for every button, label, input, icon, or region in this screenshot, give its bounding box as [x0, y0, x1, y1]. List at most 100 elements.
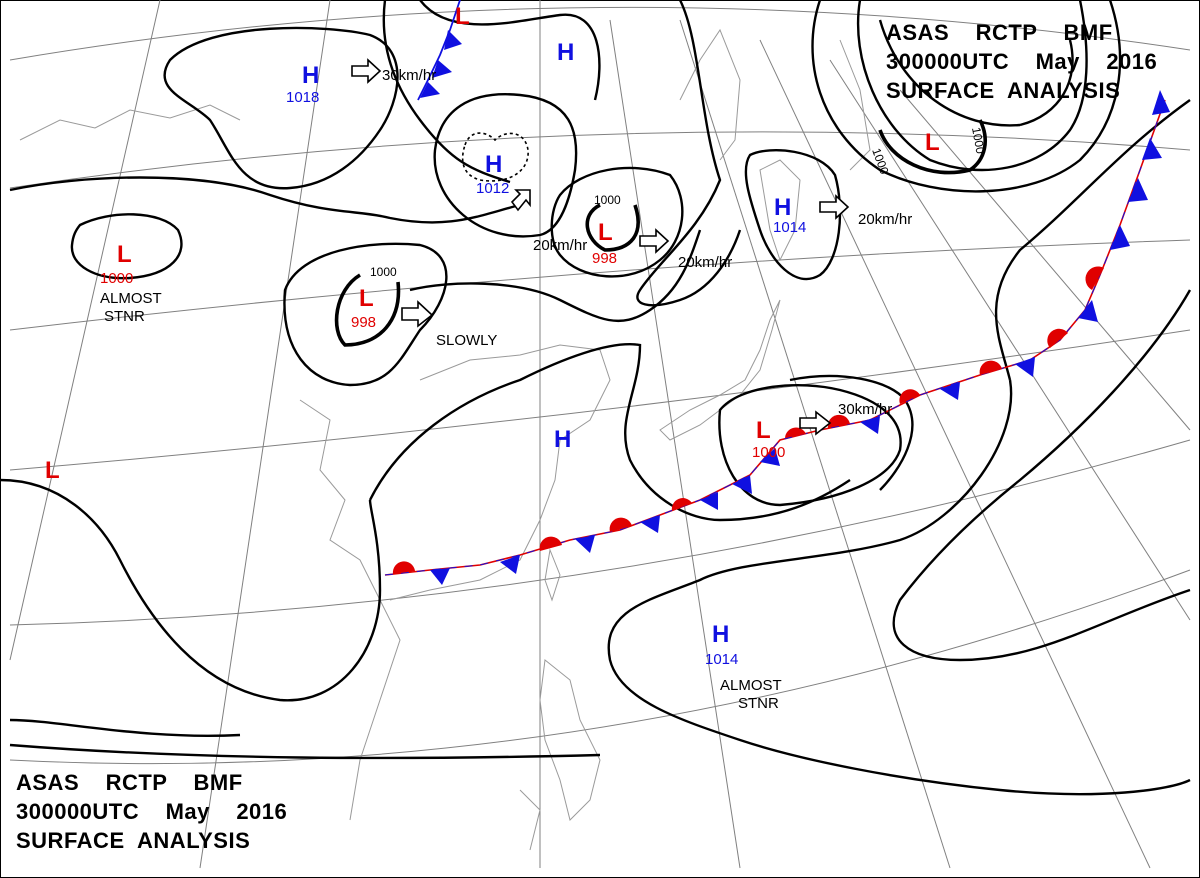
isobar	[636, 0, 742, 307]
pressure-value: 1012	[476, 180, 509, 197]
note-line: STNR	[104, 308, 145, 325]
high-pressure-center: H	[557, 39, 574, 66]
isobars	[0, 0, 1192, 796]
isobar-bold	[878, 119, 987, 175]
isobar	[811, 0, 1122, 193]
front-semicircle	[979, 360, 1002, 375]
header-line: SURFACE ANALYSIS	[886, 78, 1121, 103]
almost-stationary-note: ALMOST STNR	[100, 290, 162, 325]
isobar-label: 1000	[594, 193, 621, 207]
latitude-line	[9, 569, 1191, 765]
chart-header-top: ASAS RCTP BMF 300000UTC May 2016 SURFACE…	[886, 18, 1157, 105]
front-semicircle	[609, 517, 632, 532]
header-line: ASAS RCTP BMF	[886, 20, 1113, 45]
low-pressure-center: L	[45, 457, 60, 484]
front-triangle	[430, 568, 450, 585]
movement-arrow	[799, 410, 832, 436]
movement-label: 20km/hr	[858, 211, 912, 228]
header-line: ASAS RCTP BMF	[16, 770, 243, 795]
isobar	[856, 0, 1088, 172]
isobar	[409, 229, 702, 323]
high-pressure-center: H	[485, 151, 502, 178]
coastline	[539, 659, 601, 821]
coastlines	[19, 28, 871, 851]
front-triangle	[1078, 300, 1098, 322]
header-line: SURFACE ANALYSIS	[16, 828, 251, 853]
isobar	[70, 213, 183, 280]
front-triangle	[1110, 225, 1130, 250]
cold-front-triangles	[430, 90, 1170, 585]
front-triangle	[700, 492, 718, 510]
isobar	[163, 26, 399, 190]
movement-label: SLOWLY	[436, 332, 497, 349]
front-semicircle	[392, 561, 415, 574]
coastline	[519, 789, 541, 851]
isobar	[607, 379, 1191, 796]
latitude-line	[9, 6, 1191, 61]
isobar	[368, 343, 851, 522]
front-triangle	[500, 555, 520, 574]
front-triangle	[1128, 178, 1148, 202]
movement-arrow	[351, 58, 382, 84]
coastline	[19, 104, 241, 141]
longitude-line	[829, 59, 1191, 621]
cold-front-north	[417, 0, 462, 101]
coastline	[759, 159, 801, 262]
front-triangle	[420, 82, 440, 98]
isobar	[283, 242, 448, 387]
pressure-value: 1018	[286, 89, 319, 106]
lat-lon-grid	[9, 0, 1191, 869]
isobar	[419, 0, 601, 101]
isobar	[9, 718, 241, 737]
front-semicircle	[1085, 266, 1104, 290]
front-triangle	[1142, 138, 1162, 160]
low-pressure-center: L	[598, 219, 613, 246]
isobar	[892, 289, 1192, 662]
longitude-line	[899, 89, 1191, 431]
isobar-label: 1000	[969, 126, 987, 155]
note-line: ALMOST	[720, 677, 782, 694]
front-triangle	[860, 416, 880, 434]
almost-stationary-note: ALMOST STNR	[720, 677, 782, 712]
front-triangle	[640, 515, 660, 533]
high-pressure-center: H	[302, 62, 319, 89]
coastline	[299, 399, 401, 821]
front-triangle	[1152, 90, 1170, 115]
isobar-bold	[334, 273, 401, 347]
front-semicircle	[671, 498, 692, 511]
dashed-isobar	[461, 132, 529, 182]
pressure-centers: H 1018 H H 1012 L 998 H 1014 L 1000 L 99…	[45, 3, 940, 668]
front-triangle	[444, 30, 462, 50]
movement-arrow	[639, 228, 670, 254]
isobar-label: 1000	[370, 265, 397, 279]
chart-header-bottom: ASAS RCTP BMF 300000UTC May 2016 SURFACE…	[16, 768, 287, 855]
latitude-line	[9, 329, 1191, 471]
coastline	[389, 344, 611, 601]
stationary-front	[384, 90, 1170, 585]
movement-arrows	[351, 58, 850, 436]
latitude-line	[9, 131, 1191, 189]
longitude-line	[609, 19, 741, 869]
low-pressure-center: L	[455, 3, 470, 30]
front-semicircle	[785, 427, 806, 438]
coastline	[544, 548, 561, 602]
front-semicircle	[899, 389, 920, 404]
pressure-value: 998	[592, 250, 617, 267]
movement-label: 20km/hr	[533, 237, 587, 254]
front-semicircle	[539, 536, 562, 551]
warm-front-semicircles	[392, 266, 1104, 574]
longitude-line	[759, 39, 1151, 869]
latitude-line	[9, 239, 1191, 331]
front-triangle	[760, 448, 780, 466]
isobar	[744, 149, 842, 281]
isobar	[382, 0, 511, 184]
pressure-value: 1014	[705, 651, 738, 668]
isobar	[550, 166, 684, 278]
movement-label: 20km/hr	[678, 254, 732, 271]
front-semicircle	[1047, 328, 1068, 348]
inner-isobars	[334, 119, 987, 347]
high-pressure-center: H	[774, 194, 791, 221]
isobar-bold	[585, 203, 640, 252]
